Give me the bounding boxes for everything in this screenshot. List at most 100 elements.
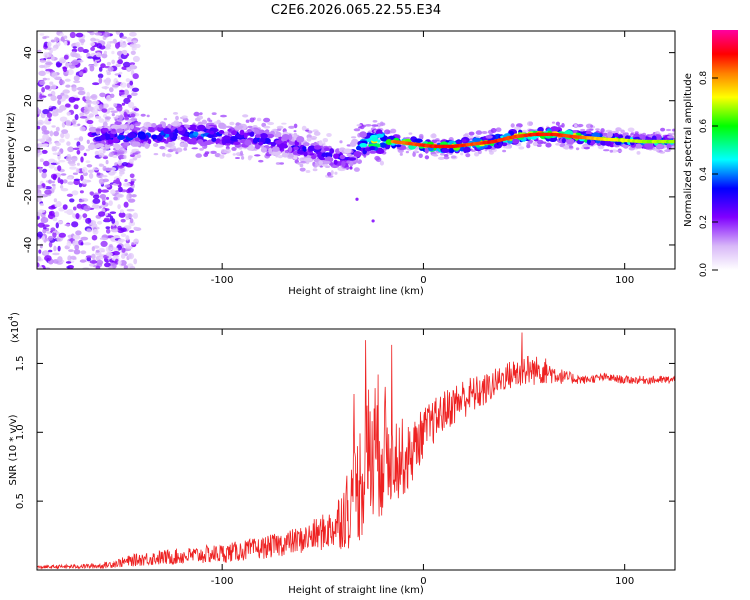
spectrogram-ridge-blob [375, 133, 384, 138]
spectrogram-noise-blob [111, 59, 116, 65]
spectrogram-noise-blob [96, 220, 103, 225]
spectrogram-ridge-blob [359, 143, 368, 148]
spectrogram-halo-blob [515, 144, 522, 147]
spectrogram-ridge-blob [313, 145, 322, 150]
spectrogram-noise-blob [52, 252, 60, 256]
spectrogram-noise-blob [54, 146, 60, 150]
spectrogram-noise-blob [55, 222, 59, 229]
spectrogram-noise-blob [104, 212, 108, 216]
spectrogram-noise-blob [104, 262, 111, 268]
spectrogram-noise-blob [121, 253, 126, 259]
spectrogram-ridge-blob [639, 134, 644, 139]
spectrogram-noise-blob [43, 143, 49, 147]
spectrogram-ridge-blob [318, 140, 323, 146]
spectrogram-halo-blob [384, 129, 391, 135]
spectrogram-ridge-blob [247, 129, 252, 133]
spectrogram-ridge-blob [356, 145, 362, 151]
spectrogram-noise-blob [101, 175, 108, 178]
spectrogram-noise-blob [128, 84, 134, 89]
spectrogram-ridge-blob [550, 126, 559, 133]
spectrogram-noise-blob [133, 157, 137, 161]
spectrogram-halo-blob [537, 139, 544, 145]
spectrogram-halo-blob [240, 150, 243, 156]
spectrogram-noise-blob [45, 116, 49, 122]
spectrogram-halo-blob [353, 128, 361, 132]
spectrogram-noise-blob [72, 213, 76, 219]
spectrogram-halo-blob [299, 163, 304, 168]
spectrogram-ridge-blob [221, 138, 227, 145]
spectrogram-noise-blob [133, 258, 138, 265]
spectrogram-halo-blob [253, 154, 261, 157]
spectrogram-noise-blob [74, 114, 79, 121]
spectrogram-noise-blob [92, 109, 99, 116]
spectrogram-noise-blob [49, 81, 54, 85]
spectrogram-halo-blob [450, 155, 457, 159]
spectrogram-halo-blob [481, 131, 488, 134]
spectrogram-noise-blob [83, 205, 91, 212]
spectrogram-ridge-blob [218, 130, 225, 134]
snr-ylabel: SNR (10 * v/v) [8, 414, 19, 485]
spectrogram-halo-blob [214, 153, 221, 158]
spectrogram-ytick-label: -40 [23, 237, 34, 253]
spectrogram-ridge-blob [303, 151, 308, 157]
spectrogram-noise-blob [106, 61, 111, 66]
spectrogram-ridge-blob [297, 150, 305, 155]
spectrogram-ridge-blob [146, 143, 151, 147]
snr-xtick-label: 100 [615, 576, 634, 587]
spectrogram-halo-blob [201, 119, 207, 125]
spectrogram-noise-blob [115, 80, 119, 84]
spectrogram-halo-blob [659, 151, 666, 154]
spectrogram-noise-blob [117, 260, 122, 266]
spectrogram-halo-blob [475, 130, 483, 135]
spectrogram-noise-blob [71, 190, 79, 196]
spectrogram-noise-blob [50, 55, 55, 61]
spectrogram-noise-blob [69, 163, 77, 167]
spectrogram-noise-blob [78, 199, 85, 203]
spectrogram-halo-blob [310, 136, 318, 140]
spectrogram-noise-blob [99, 256, 105, 260]
spectrogram-halo-blob [620, 129, 625, 134]
spectrogram-noise-blob [37, 149, 41, 154]
spectrogram-noise-blob [55, 142, 61, 147]
spectrogram-noise-blob [89, 260, 98, 264]
spectrogram-noise-blob [92, 194, 100, 199]
spectrogram-halo-blob [229, 121, 235, 126]
spectrogram-halo-blob [106, 147, 110, 150]
spectrogram-noise-blob [41, 149, 48, 154]
spectrogram-noise-blob [109, 93, 115, 99]
spectrogram-ridge-blob [281, 134, 290, 141]
spectrogram-halo-blob [334, 171, 338, 175]
spectrogram-noise-blob [98, 66, 103, 72]
spectrogram-halo-blob [543, 141, 547, 144]
spectrogram-noise-blob [98, 77, 103, 84]
spectrogram-noise-blob [73, 104, 79, 110]
spectrogram-noise-blob [119, 42, 127, 48]
spectrogram-xtick-label: 0 [420, 275, 426, 286]
spectrogram-ridge-blob [288, 146, 293, 153]
spectrogram-ridge-blob [115, 128, 124, 134]
spectrogram-halo-blob [267, 121, 275, 126]
spectrogram-ridge-blob [333, 153, 339, 159]
spectrogram-noise-blob [64, 223, 71, 227]
spectrogram-ridge-blob [239, 129, 245, 136]
colorbar-ticks: 0.0 0.2 0.4 0.6 0.8 [699, 71, 718, 277]
spectrogram-noise-blob [92, 168, 100, 171]
spectrogram-noise-blob [126, 208, 135, 212]
spectrogram-noise-blob [76, 162, 80, 166]
spectrogram-noise-blob [79, 38, 86, 44]
spectrogram-noise-blob [95, 52, 102, 58]
spectrogram-noise-blob [121, 247, 126, 253]
spectrogram-halo-blob [288, 125, 295, 129]
spectrogram-noise-blob [92, 198, 101, 204]
spectrogram-noise-blob [56, 162, 60, 165]
spectrogram-noise-blob [68, 96, 76, 103]
spectrogram-noise-blob [42, 134, 50, 140]
spectrogram-noise-blob [66, 266, 70, 269]
spectrogram-noise-blob [119, 209, 124, 214]
spectrogram-noise-blob [117, 204, 121, 210]
spectrogram-halo-blob [136, 154, 142, 159]
spectrogram-halo-blob [468, 131, 475, 136]
spectrogram-noise-blob [79, 259, 87, 263]
spectrogram-noise-blob [126, 82, 130, 89]
spectrogram-halo-blob [551, 121, 556, 124]
